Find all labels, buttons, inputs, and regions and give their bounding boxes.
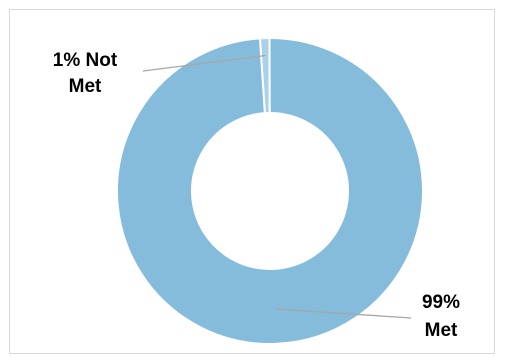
data-label-met-line1: 99% [422,292,460,313]
leader-line-met [275,308,412,319]
leader-line-not-met [142,54,266,72]
data-label-met-line2: Met [425,320,458,341]
slice-met [116,37,424,345]
data-label-not-met-line2: Met [69,76,102,97]
data-label-not-met-line1: 1% Not [53,50,118,71]
